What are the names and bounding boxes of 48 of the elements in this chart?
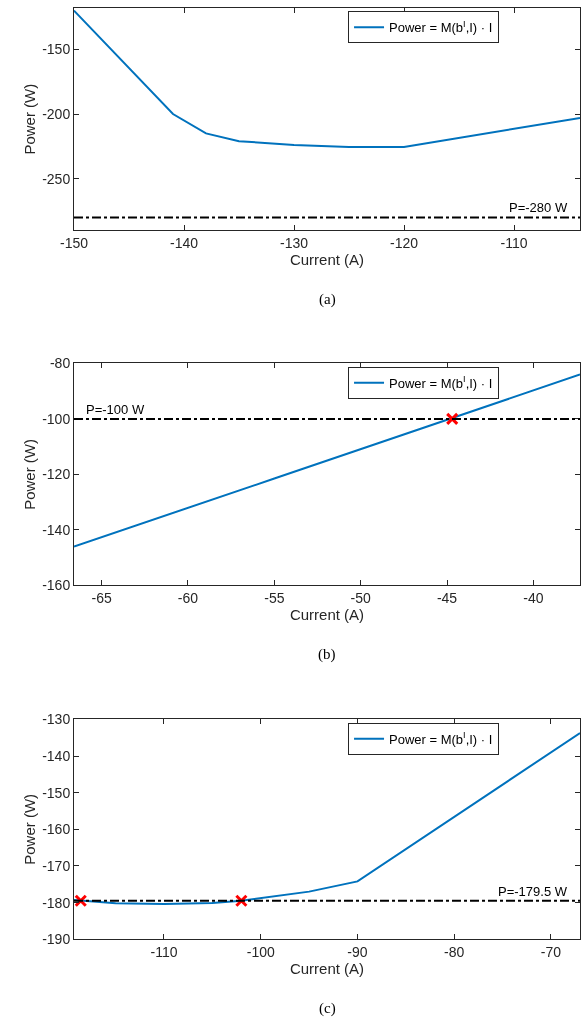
y-tick-label: -150: [42, 784, 71, 801]
y-tick-label: -150: [42, 41, 71, 58]
x-tick-label: -45: [436, 590, 458, 607]
y-tick-label: -160: [42, 577, 71, 594]
y-tick-label: -180: [42, 894, 71, 911]
x-tick-label: -50: [350, 590, 372, 607]
y-tick-label: -130: [42, 711, 71, 728]
ref-line-label: P=-100 W: [86, 402, 145, 417]
legend-label: Power = M(b$^{I}$,I) · I: [389, 374, 493, 391]
x-tick-label: -40: [523, 590, 544, 607]
text: (c): [319, 1000, 336, 1017]
y-tick-label: -250: [42, 170, 71, 187]
x-tick-label: -55: [264, 590, 285, 607]
x-tick-label: -65: [91, 590, 112, 607]
x-tick-label: -110: [150, 944, 178, 961]
x-axis-title: Current (A): [289, 251, 365, 269]
y-axis-title: Power (W): [21, 83, 39, 155]
text: (a): [319, 291, 336, 308]
line-series: [74, 9, 580, 148]
y-tick-label: -80: [49, 355, 71, 372]
x-tick-label: -70: [540, 944, 562, 961]
x-tick-label: -130: [279, 235, 309, 252]
x-tick-label: -140: [169, 235, 199, 252]
y-tick-label: -160: [42, 821, 71, 838]
x-tick-label: -100: [246, 944, 275, 961]
x-tick-label: -60: [177, 590, 199, 607]
line-series: [74, 732, 580, 906]
x-tick-label: -90: [347, 944, 368, 961]
y-tick-label: -170: [42, 857, 71, 874]
y-tick-label: -120: [42, 466, 71, 483]
y-tick-label: -140: [42, 521, 71, 538]
x-tick-label: -120: [389, 235, 419, 252]
text: (b): [318, 646, 336, 663]
ref-line-label: P=-280 W: [509, 200, 568, 215]
legend-label: Power = M(b$^{I}$,I) · I: [389, 18, 493, 36]
x-tick-label: -110: [500, 235, 528, 252]
y-axis-title: Power (W): [21, 793, 39, 865]
y-tick-label: -100: [42, 410, 71, 427]
legend-label: Power = M(b$^{I}$,I) · I: [389, 730, 493, 747]
y-axis-title: Power (W): [21, 438, 39, 510]
y-tick-label: -190: [42, 931, 71, 948]
y-tick-label: -140: [42, 747, 71, 764]
x-axis-title: Current (A): [289, 960, 365, 978]
x-tick-label: -150: [59, 235, 89, 252]
x-tick-label: -80: [444, 944, 465, 961]
x-axis-title: Current (A): [289, 606, 365, 624]
ref-line-label: P=-179.5 W: [498, 884, 568, 899]
y-tick-label: -200: [42, 105, 71, 122]
